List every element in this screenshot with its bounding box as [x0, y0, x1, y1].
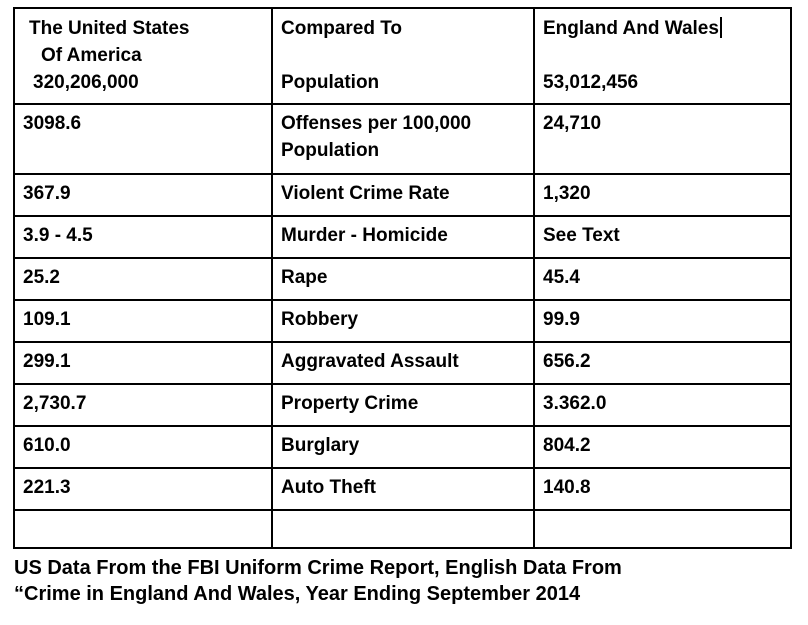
- cell-category-label: Offenses per 100,000 Population: [271, 103, 535, 175]
- header-compared-to-title: Compared To: [281, 18, 403, 39]
- cell-us-value: 299.1: [13, 341, 273, 385]
- header-ew-title: England And Wales: [543, 18, 719, 39]
- source-note-line2: “Crime in England And Wales, Year Ending…: [14, 583, 581, 605]
- cell-ew-value: 45.4: [533, 257, 792, 301]
- cell-category-label: Murder - Homicide: [271, 215, 535, 259]
- text-cursor: [719, 17, 722, 38]
- table-row: 221.3 Auto Theft 140.8: [13, 467, 792, 511]
- source-note: US Data From the FBI Uniform Crime Repor…: [14, 555, 622, 607]
- cell-category-label: Auto Theft: [271, 467, 535, 511]
- table-row: 25.2 Rape 45.4: [13, 257, 792, 301]
- cell-us-value: 109.1: [13, 299, 273, 343]
- cell-category-label: Robbery: [271, 299, 535, 343]
- table-row: 3098.6 Offenses per 100,000 Population 24,…: [13, 103, 792, 175]
- crime-comparison-table: The United States Of America 320,206,000…: [13, 7, 792, 549]
- table-row: 299.1 Aggravated Assault 656.2: [13, 341, 792, 385]
- header-england-wales: England And Wales 53,012,456: [533, 7, 792, 105]
- cell-category-label: Violent Crime Rate: [271, 173, 535, 217]
- header-ew-population: 53,012,456: [543, 72, 639, 93]
- header-us-population: 320,206,000: [33, 72, 139, 93]
- cell-us-value: 221.3: [13, 467, 273, 511]
- header-spacer: [543, 42, 782, 69]
- cell-category-label: Property Crime: [271, 383, 535, 427]
- cell-us-value: 367.9: [13, 173, 273, 217]
- cell-category-label: Rape: [271, 257, 535, 301]
- cell-ew-value: 99.9: [533, 299, 792, 343]
- header-spacer: [281, 42, 525, 69]
- table-row: [13, 509, 792, 549]
- cell-category-label: Burglary: [271, 425, 535, 469]
- table-row: 610.0 Burglary 804.2: [13, 425, 792, 469]
- cell-us-value: 3098.6: [13, 103, 273, 175]
- cell-ew-value: 804.2: [533, 425, 792, 469]
- cell-ew-value: See Text: [533, 215, 792, 259]
- cell-category-label: [271, 509, 535, 549]
- cell-us-value: 25.2: [13, 257, 273, 301]
- table-row: 3.9 - 4.5 Murder - Homicide See Text: [13, 215, 792, 259]
- cell-ew-value: 24,710: [533, 103, 792, 175]
- header-ew-line1: England And Wales: [543, 15, 782, 42]
- cell-us-value: 3.9 - 4.5: [13, 215, 273, 259]
- header-row: The United States Of America 320,206,000…: [13, 7, 792, 105]
- header-us-line1: The United States: [29, 18, 190, 39]
- table-row: 2,730.7 Property Crime 3.362.0: [13, 383, 792, 427]
- cell-ew-value: 140.8: [533, 467, 792, 511]
- cell-us-value: [13, 509, 273, 549]
- cell-us-value: 2,730.7: [13, 383, 273, 427]
- cell-ew-value: 1,320: [533, 173, 792, 217]
- table-row: 367.9 Violent Crime Rate 1,320: [13, 173, 792, 217]
- table-header: The United States Of America 320,206,000…: [13, 7, 792, 105]
- cell-us-value: 610.0: [13, 425, 273, 469]
- cell-ew-value: [533, 509, 792, 549]
- header-us-line2: Of America: [41, 45, 142, 66]
- source-note-line1: US Data From the FBI Uniform Crime Repor…: [14, 557, 622, 579]
- cell-ew-value: 656.2: [533, 341, 792, 385]
- table-row: 109.1 Robbery 99.9: [13, 299, 792, 343]
- header-population-label: Population: [281, 72, 380, 93]
- table-body: 3098.6 Offenses per 100,000 Population 24,…: [13, 103, 792, 549]
- header-compared-to: Compared To Population: [271, 7, 535, 105]
- header-united-states: The United States Of America 320,206,000: [13, 7, 273, 105]
- cell-ew-value: 3.362.0: [533, 383, 792, 427]
- cell-category-label: Aggravated Assault: [271, 341, 535, 385]
